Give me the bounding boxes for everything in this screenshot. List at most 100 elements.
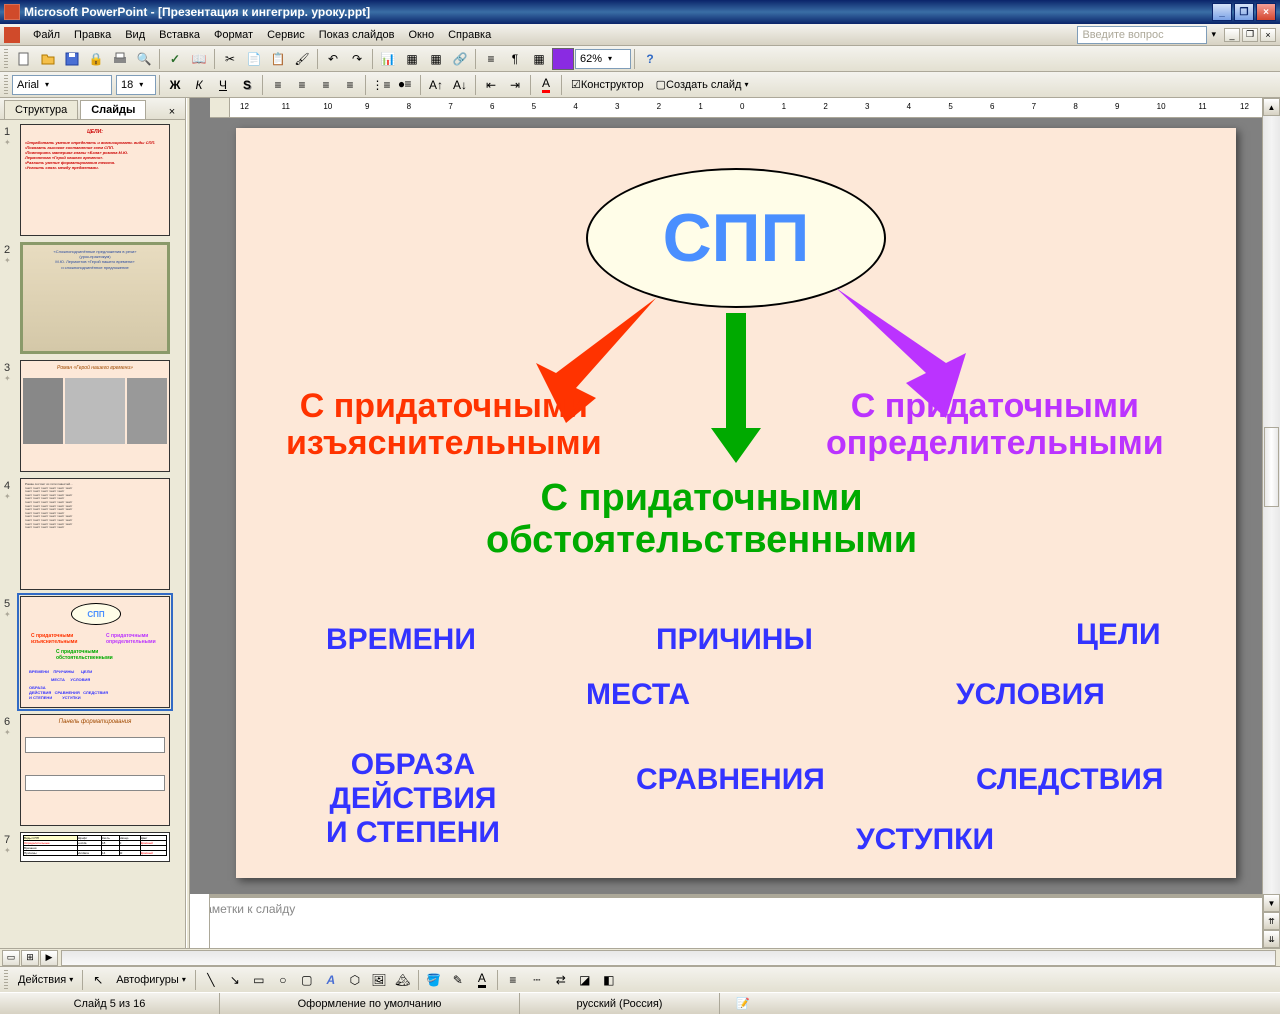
thumbnails-list[interactable]: 1✦ ЦЕЛИ:•Отработать умение определять и …: [0, 120, 185, 948]
paste-button[interactable]: 📋: [267, 48, 289, 70]
branch-right[interactable]: С придаточнымиопределительными: [826, 388, 1164, 463]
scroll-down-button[interactable]: ▼: [1263, 894, 1280, 912]
close-button[interactable]: ×: [1256, 3, 1276, 21]
italic-button[interactable]: К: [188, 74, 210, 96]
new-button[interactable]: [13, 48, 35, 70]
menu-file[interactable]: Файл: [26, 27, 67, 43]
arrow-button[interactable]: ↘: [224, 969, 246, 991]
toolbar-grip[interactable]: [4, 49, 8, 69]
thumbnail-7[interactable]: Виды СППШрифтКегльНачер.ЦветОпределитель…: [20, 832, 170, 862]
picture-button[interactable]: 🏔: [392, 969, 414, 991]
word-6[interactable]: СРАВНЕНИЯ: [636, 763, 825, 797]
prev-slide-button[interactable]: ⇈: [1263, 912, 1280, 930]
mdi-restore-button[interactable]: ❐: [1242, 28, 1258, 42]
shadow-button[interactable]: S: [236, 74, 258, 96]
grid-button[interactable]: ▦: [528, 48, 550, 70]
thumbnail-2[interactable]: «Сложноподчинённые предложения в речи»(у…: [20, 242, 170, 354]
select-button[interactable]: ↖: [87, 969, 109, 991]
print-button[interactable]: [109, 48, 131, 70]
thumbnail-6[interactable]: Панель форматирования: [20, 714, 170, 826]
cut-button[interactable]: ✂: [219, 48, 241, 70]
diagram-button[interactable]: ⬡: [344, 969, 366, 991]
next-slide-button[interactable]: ⇊: [1263, 930, 1280, 948]
notes-pane[interactable]: Заметки к слайду: [190, 894, 1262, 948]
help-dropdown-icon[interactable]: ▾: [1211, 29, 1216, 40]
restore-button[interactable]: ❐: [1234, 3, 1254, 21]
open-button[interactable]: [37, 48, 59, 70]
minimize-button[interactable]: _: [1212, 3, 1232, 21]
fill-color-button[interactable]: 🪣: [423, 969, 445, 991]
menu-help[interactable]: Справка: [441, 27, 498, 43]
help-search-input[interactable]: Введите вопрос: [1077, 26, 1207, 44]
redo-button[interactable]: ↷: [346, 48, 368, 70]
scroll-up-button[interactable]: ▲: [1263, 98, 1280, 116]
increase-font-button[interactable]: A↑: [425, 74, 447, 96]
word-1[interactable]: ПРИЧИНЫ: [656, 623, 813, 657]
thumbnail-4[interactable]: Роман состоит из пяти повестей...текст т…: [20, 478, 170, 590]
underline-button[interactable]: Ч: [212, 74, 234, 96]
align-center-button[interactable]: ≡: [291, 74, 313, 96]
align-left-button[interactable]: ≡: [267, 74, 289, 96]
vertical-scrollbar[interactable]: ▲ ▼ ⇈ ⇊: [1262, 98, 1280, 948]
clipart-button[interactable]: 🖼: [368, 969, 390, 991]
hyperlink-button[interactable]: 🔗: [449, 48, 471, 70]
tab-outline[interactable]: Структура: [4, 100, 78, 119]
font-combo[interactable]: Arial▾: [12, 75, 112, 95]
format-painter-button[interactable]: 🖌: [291, 48, 313, 70]
word-0[interactable]: ВРЕМЕНИ: [326, 623, 476, 657]
word-8[interactable]: УСТУПКИ: [856, 823, 994, 857]
menu-view[interactable]: Вид: [118, 27, 152, 43]
increase-indent-button[interactable]: ⇥: [504, 74, 526, 96]
permission-button[interactable]: 🔒: [85, 48, 107, 70]
expand-all-button[interactable]: ≡: [480, 48, 502, 70]
tables-borders-button[interactable]: ▦: [425, 48, 447, 70]
sorter-view-button[interactable]: ⊞: [21, 950, 39, 966]
research-button[interactable]: 📖: [188, 48, 210, 70]
normal-view-button[interactable]: ▭: [2, 950, 20, 966]
bullets-button[interactable]: ⦁≡: [394, 74, 416, 96]
align-right-button[interactable]: ≡: [315, 74, 337, 96]
tab-slides[interactable]: Слайды: [80, 100, 146, 119]
menu-slideshow[interactable]: Показ слайдов: [312, 27, 402, 43]
branch-left[interactable]: С придаточнымиизъяснительными: [286, 388, 602, 463]
numbering-button[interactable]: ⋮≡: [370, 74, 392, 96]
slide-canvas[interactable]: СПП С придаточнымиизъяснительными С прид…: [190, 118, 1262, 894]
word-2[interactable]: ЦЕЛИ: [1076, 618, 1161, 652]
shadow-style-button[interactable]: ◪: [574, 969, 596, 991]
line-style-button[interactable]: ≡: [502, 969, 524, 991]
decrease-indent-button[interactable]: ⇤: [480, 74, 502, 96]
word-5[interactable]: ОБРАЗАДЕЙСТВИЯИ СТЕПЕНИ: [326, 748, 500, 850]
thumbnail-1[interactable]: ЦЕЛИ:•Отработать умение определять и ана…: [20, 124, 170, 236]
menu-insert[interactable]: Вставка: [152, 27, 207, 43]
scroll-thumb[interactable]: [1264, 427, 1279, 507]
chart-button[interactable]: 📊: [377, 48, 399, 70]
zoom-combo[interactable]: 62%▾: [575, 49, 631, 69]
slideshow-view-button[interactable]: ▶: [40, 950, 58, 966]
font-color-button[interactable]: A: [535, 74, 557, 96]
mdi-minimize-button[interactable]: _: [1224, 28, 1240, 42]
word-3[interactable]: МЕСТА: [586, 678, 690, 712]
spelling-button[interactable]: ✓: [164, 48, 186, 70]
show-formatting-button[interactable]: ¶: [504, 48, 526, 70]
horizontal-scrollbar[interactable]: [61, 950, 1276, 966]
textbox-button[interactable]: ▢: [296, 969, 318, 991]
menu-window[interactable]: Окно: [402, 27, 442, 43]
font-size-combo[interactable]: 18▾: [116, 75, 156, 95]
thumbnail-5[interactable]: СПП С придаточнымиизъяснительными С прид…: [20, 596, 170, 708]
3d-style-button[interactable]: ◧: [598, 969, 620, 991]
new-slide-button[interactable]: ▢ Создать слайд▾: [650, 78, 755, 91]
line-color-button[interactable]: ✎: [447, 969, 469, 991]
menu-format[interactable]: Формат: [207, 27, 260, 43]
bold-button[interactable]: Ж: [164, 74, 186, 96]
wordart-button[interactable]: A: [320, 969, 342, 991]
undo-button[interactable]: ↶: [322, 48, 344, 70]
decrease-font-button[interactable]: A↓: [449, 74, 471, 96]
toolbar-grip[interactable]: [4, 970, 8, 990]
design-button[interactable]: ☑ Конструктор: [565, 78, 650, 91]
rectangle-button[interactable]: ▭: [248, 969, 270, 991]
oval-button[interactable]: ○: [272, 969, 294, 991]
menu-tools[interactable]: Сервис: [260, 27, 312, 43]
arrow-style-button[interactable]: ⇄: [550, 969, 572, 991]
line-button[interactable]: ╲: [200, 969, 222, 991]
word-7[interactable]: СЛЕДСТВИЯ: [976, 763, 1163, 797]
